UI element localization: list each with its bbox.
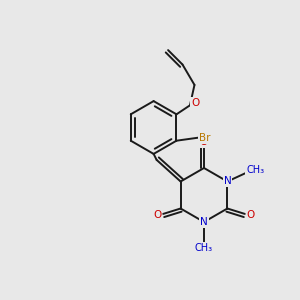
- Text: CH₃: CH₃: [195, 243, 213, 253]
- Text: N: N: [224, 176, 231, 187]
- Text: O: O: [247, 210, 255, 220]
- Text: O: O: [200, 137, 208, 147]
- Text: Br: Br: [199, 133, 210, 143]
- Text: O: O: [153, 210, 161, 220]
- Text: O: O: [191, 98, 200, 108]
- Text: N: N: [200, 217, 208, 227]
- Text: CH₃: CH₃: [246, 165, 264, 175]
